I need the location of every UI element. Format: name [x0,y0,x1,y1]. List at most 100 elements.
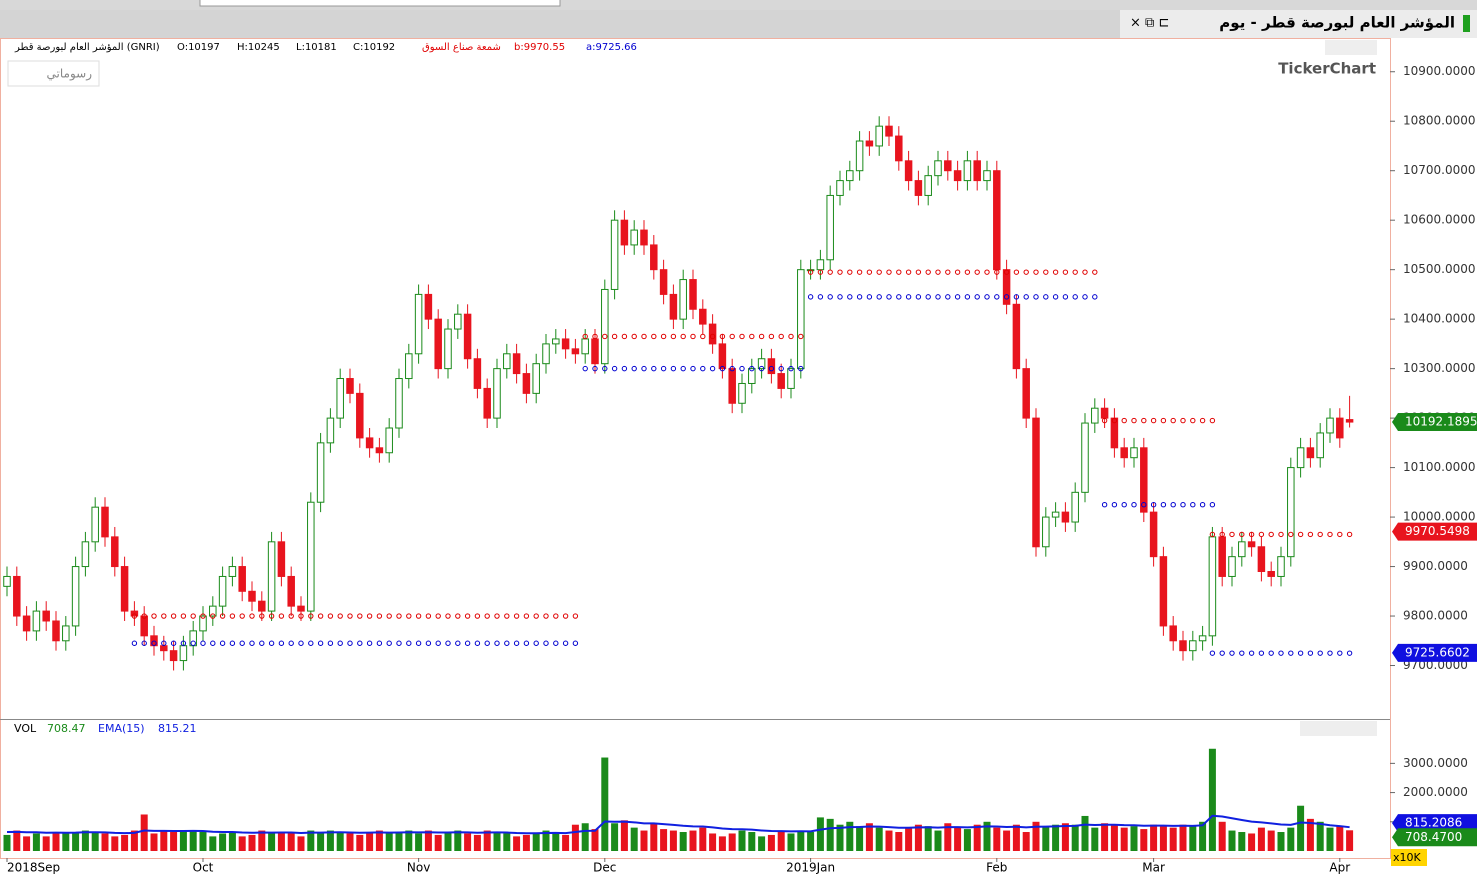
drawings-button[interactable] [7,60,100,87]
volume-bar [522,834,530,851]
tab-marker [1463,15,1470,32]
level-dot [1121,417,1127,424]
candle-body [855,140,864,172]
volume-bar [542,830,550,851]
level-dot [837,294,843,300]
level-dot [592,365,598,372]
level-dot [1199,502,1206,508]
level-dot [1239,531,1245,538]
level-dot [631,333,637,340]
vol-panel-buttons[interactable] [1300,721,1377,736]
level-dot [268,640,275,646]
level-dot [1160,417,1167,424]
volume-bar [366,832,374,851]
volume-bar [1316,821,1324,851]
level-dot [866,269,873,275]
level-dot [680,333,686,340]
candle-body [356,392,364,439]
volume-bar [1306,818,1314,851]
price-marker [1392,522,1477,541]
level-dot [876,269,882,275]
level-dot [905,269,912,275]
level-dot [317,640,324,646]
volume-bar [111,836,119,851]
level-dot [200,613,206,619]
candle-body [218,575,227,607]
volume-bar [424,830,432,851]
chart-frame [0,38,1391,859]
level-dot [945,294,951,300]
volume-bar [1150,824,1158,851]
candle-body [493,368,501,419]
level-dot [1121,502,1127,508]
level-dot [896,269,902,275]
candle-body [1081,422,1089,493]
level-dot [376,613,383,619]
volume-bar [189,830,197,851]
volume-bar [562,834,570,851]
volume-bar [170,832,178,851]
candle-body [1287,467,1295,558]
candle-body [787,368,795,389]
volume-bar [963,829,971,851]
vol-label: VOL [14,722,37,735]
level-dot [474,613,481,619]
candle-body [983,170,991,182]
panel-buttons[interactable] [1325,40,1377,55]
candle-body [316,442,325,503]
candle-body [120,566,129,612]
volume-bar [473,834,481,851]
level-dot [690,365,696,372]
level-dot [406,640,412,646]
level-dot [445,613,451,619]
volume-bar [1032,821,1040,851]
volume-bar [179,830,187,851]
candle-body [473,358,482,389]
level-dot [837,269,843,275]
volume-bar [130,830,138,851]
level-dot [327,613,334,619]
level-dot [1003,294,1010,300]
candle-body [81,541,90,568]
level-dot [749,333,755,340]
volume-bar [258,830,266,851]
level-dot [1268,650,1274,656]
candle-body [836,180,844,196]
level-dot [347,613,353,619]
volume-bar [1052,824,1060,851]
candle-body [1159,556,1168,627]
candle-body [738,382,746,404]
level-dot [386,613,392,619]
level-dot [739,333,745,340]
title-tab [1120,10,1477,38]
search-box [199,0,561,7]
volume-bar [993,827,1001,851]
window-buttons[interactable]: × ⧉ ⊏ [1130,16,1169,31]
volume-bar [1061,823,1069,851]
level-dot [1131,417,1137,424]
ema-label: EMA(15) [98,722,145,735]
level-dot [1101,417,1108,424]
level-dot [1317,650,1323,656]
volume-bar [72,832,80,851]
candle-body [650,244,658,271]
volume-bar [3,834,11,851]
drawings-label[interactable]: رسوماتي [47,67,93,82]
level-dot [994,294,1000,300]
volume-bar [444,832,452,851]
volume-bar [297,836,305,851]
volume-bar [660,829,668,851]
volume-bar [503,833,511,851]
level-dot [366,640,373,646]
level-dot [700,333,706,340]
y-tick-label: 9800.0000 [1403,609,1468,623]
y-tick-label: 10300.0000 [1403,361,1476,375]
candle-body [71,566,80,627]
volume-bar [856,826,864,851]
level-dot [484,640,490,646]
volume-bar [973,824,981,851]
level-dot [925,269,931,275]
level-dot [1199,417,1206,424]
level-dot [817,294,824,300]
